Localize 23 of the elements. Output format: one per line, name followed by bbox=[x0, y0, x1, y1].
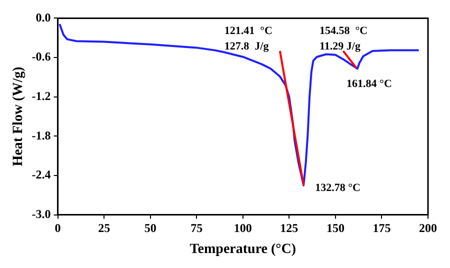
y-tick-label: -1.2 bbox=[32, 88, 51, 103]
x-tick-label: 0 bbox=[54, 221, 61, 236]
annotation: 121.41 °C bbox=[224, 24, 273, 37]
y-axis-title: Heat Flow (W/g) bbox=[11, 66, 26, 166]
annotation: 161.84 °C bbox=[346, 78, 392, 90]
y-tick-label: -3.0 bbox=[32, 206, 51, 221]
y-tick-label: -1.8 bbox=[32, 128, 51, 142]
x-tick-label: 125 bbox=[280, 221, 298, 236]
y-tick-label: -0.6 bbox=[32, 50, 51, 64]
y-tick-label: -2.4 bbox=[32, 168, 51, 182]
x-tick-label: 200 bbox=[419, 221, 437, 236]
y-tick-label: 0.0 bbox=[36, 10, 51, 24]
annotation: 127.8 J/g bbox=[224, 40, 270, 53]
annotation: 11.29 J/g bbox=[320, 40, 361, 53]
annotation: 154.58 °C bbox=[320, 24, 368, 37]
x-tick-label: 75 bbox=[190, 221, 203, 236]
x-tick-label: 100 bbox=[234, 221, 252, 236]
annotation: 132.78 °C bbox=[315, 182, 360, 194]
x-tick-label: 150 bbox=[326, 221, 344, 236]
x-tick-label: 25 bbox=[98, 221, 110, 236]
x-axis-title: Temperature (°C) bbox=[190, 242, 296, 258]
x-tick-label: 50 bbox=[144, 221, 156, 236]
x-tick-label: 175 bbox=[372, 221, 391, 236]
